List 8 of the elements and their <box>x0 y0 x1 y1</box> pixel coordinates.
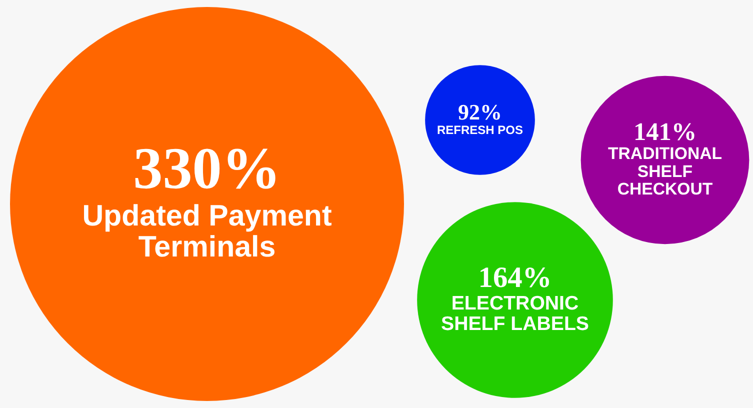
data-label: 164% <box>478 262 552 294</box>
category-label: REFRESH POS <box>436 123 524 138</box>
data-label: 92% <box>458 99 502 124</box>
category-label: Updated Payment Terminals <box>82 199 332 264</box>
data-label: 330% <box>133 135 281 202</box>
data-label: 141% <box>633 118 697 146</box>
category-label: TRADITIONAL SHELF CHECKOUT <box>608 144 722 199</box>
category-label: ELECTRONIC SHELF LABELS <box>441 292 589 335</box>
